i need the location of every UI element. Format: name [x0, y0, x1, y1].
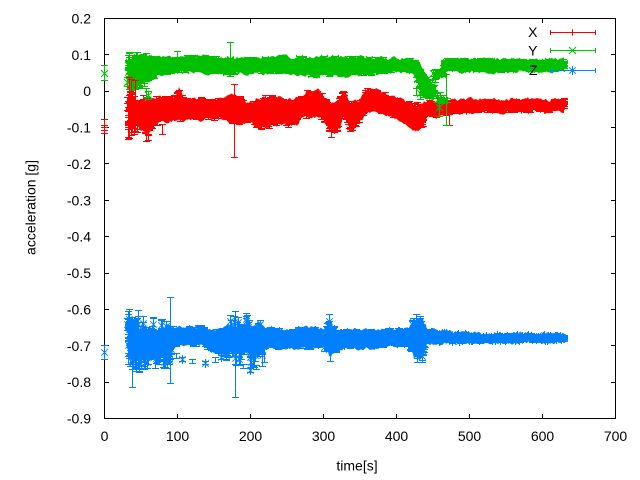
svg-text:600: 600: [531, 428, 555, 444]
svg-text:Y: Y: [528, 43, 538, 59]
svg-text:time[s]: time[s]: [336, 458, 377, 474]
svg-text:300: 300: [312, 428, 336, 444]
svg-text:700: 700: [604, 428, 628, 444]
svg-text:-0.8: -0.8: [67, 374, 91, 390]
svg-text:500: 500: [458, 428, 482, 444]
svg-text:0.1: 0.1: [72, 47, 92, 63]
svg-text:-0.1: -0.1: [67, 120, 91, 136]
svg-text:400: 400: [385, 428, 409, 444]
svg-text:-0.6: -0.6: [67, 301, 91, 317]
svg-text:0: 0: [83, 83, 91, 99]
svg-text:100: 100: [166, 428, 190, 444]
svg-text:-0.2: -0.2: [67, 156, 91, 172]
svg-text:0: 0: [101, 428, 109, 444]
svg-text:Z: Z: [529, 62, 538, 78]
svg-text:200: 200: [239, 428, 263, 444]
svg-text:0.2: 0.2: [72, 11, 92, 27]
svg-text:-0.9: -0.9: [67, 411, 91, 427]
svg-text:-0.7: -0.7: [67, 338, 91, 354]
svg-text:acceleration [g]: acceleration [g]: [23, 160, 39, 255]
svg-text:-0.3: -0.3: [67, 192, 91, 208]
svg-text:-0.4: -0.4: [67, 229, 91, 245]
svg-text:X: X: [528, 24, 538, 40]
svg-text:-0.5: -0.5: [67, 265, 91, 281]
